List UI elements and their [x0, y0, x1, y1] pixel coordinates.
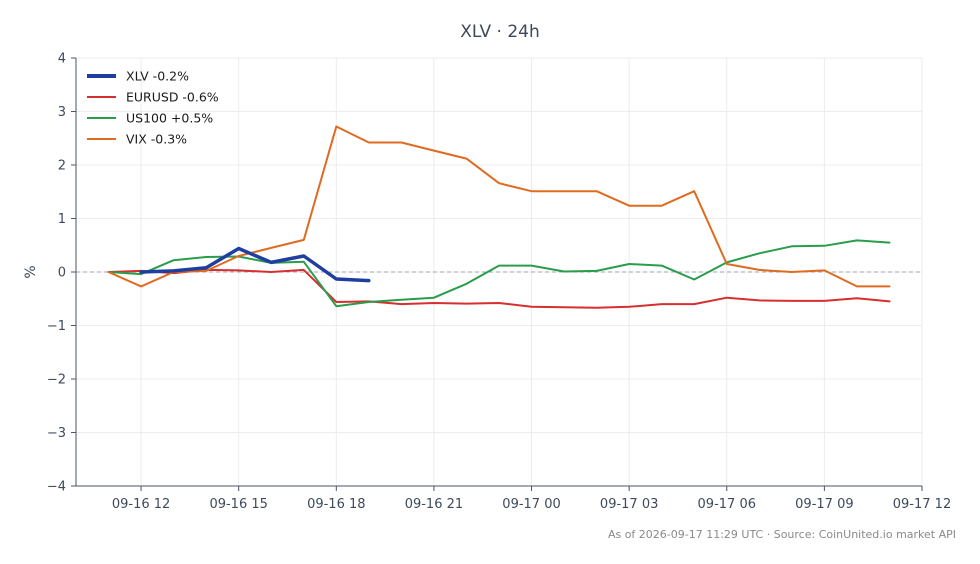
- x-tick-label: 09-16 12: [112, 497, 170, 512]
- y-tick-label: 2: [58, 159, 66, 174]
- y-tick-label: 4: [58, 52, 66, 67]
- series-layer: [107, 125, 891, 309]
- x-tick-label: 09-17 00: [502, 497, 560, 512]
- y-axis-label: %: [23, 265, 39, 278]
- series-line-0: [139, 246, 371, 283]
- x-tick-label: 09-16 15: [209, 497, 267, 512]
- legend-label: XLV -0.2%: [126, 69, 189, 84]
- y-tick-label: −4: [47, 480, 66, 495]
- series-line-3: [107, 125, 891, 288]
- legend: XLV -0.2% EURUSD -0.6% US100 +0.5% VIX -0.3…: [87, 69, 219, 147]
- y-tick-label: −2: [47, 373, 66, 388]
- series-line-1: [107, 268, 891, 309]
- x-tick-label: 09-16 21: [405, 497, 463, 512]
- legend-label: EURUSD -0.6%: [126, 90, 219, 105]
- x-tick-label: 09-17 03: [600, 497, 658, 512]
- footer-note: As of 2026-09-17 11:29 UTC · Source: Coi…: [608, 528, 956, 541]
- x-tick-label: 09-16 18: [307, 497, 365, 512]
- legend-label: US100 +0.5%: [126, 111, 213, 126]
- x-tick-label: 09-17 06: [698, 497, 756, 512]
- x-tick-label: 09-17 09: [795, 497, 853, 512]
- y-tick-label: −3: [47, 426, 66, 441]
- x-tick-label: 09-17 12: [893, 497, 951, 512]
- x-ticks: 09-16 12 09-16 15 09-16 18 09-16 21 09-17 00…: [112, 486, 951, 512]
- y-tick-label: 0: [58, 266, 66, 281]
- chart-title: XLV · 24h: [460, 22, 540, 42]
- y-ticks: −4 −3 −2 −1 0 1 2 3 4: [47, 52, 76, 495]
- legend-label: VIX -0.3%: [126, 132, 187, 147]
- y-tick-label: 3: [58, 105, 66, 120]
- series-line-2: [107, 239, 891, 308]
- y-tick-label: 1: [58, 212, 66, 227]
- y-tick-label: −1: [47, 319, 66, 334]
